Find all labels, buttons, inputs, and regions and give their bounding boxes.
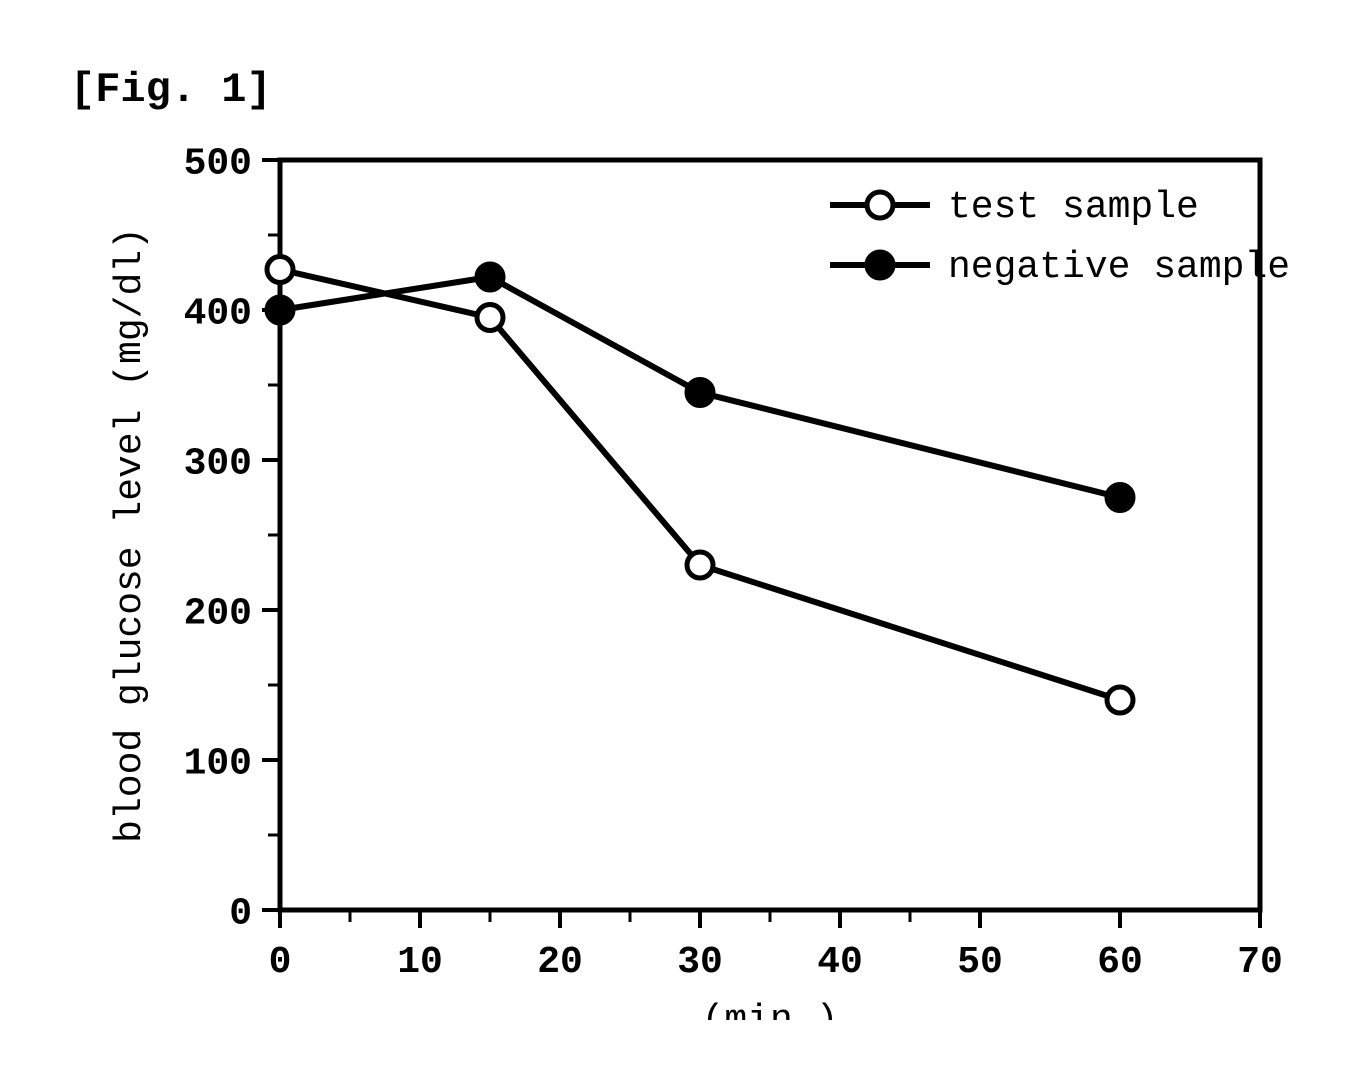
y-tick-label: 300 [184, 442, 252, 485]
y-tick-label: 100 [184, 742, 252, 785]
y-tick-label: 400 [184, 292, 252, 335]
x-tick-label: 0 [269, 941, 292, 984]
legend-label: negative sample [948, 246, 1290, 289]
blood-glucose-chart: 0 10 20 30 40 50 60 70 (min.) 0 100 200 300 400 500 blo… [110, 140, 1290, 1020]
series-line [498, 327, 691, 555]
legend-marker [867, 252, 893, 278]
x-tick-label: 10 [397, 941, 443, 984]
y-tick-label: 0 [229, 892, 252, 935]
legend-marker [867, 192, 893, 218]
series-marker [1107, 687, 1133, 713]
legend-label: test sample [948, 186, 1199, 229]
series-marker [477, 305, 503, 331]
y-tick-label: 200 [184, 592, 252, 635]
figure-caption: [Fig. 1] [70, 66, 272, 114]
series-marker [687, 552, 713, 578]
x-tick-label: 60 [1097, 941, 1143, 984]
series-marker [267, 257, 293, 283]
series-marker [1107, 485, 1133, 511]
series-marker [477, 264, 503, 290]
series-marker [687, 380, 713, 406]
series-line [501, 283, 688, 386]
series-line [293, 279, 477, 308]
x-tick-label: 50 [957, 941, 1003, 984]
x-tick-label: 70 [1237, 941, 1283, 984]
x-axis-label: (min.) [702, 999, 839, 1020]
y-axis-label: blood glucose level (mg/dl) [110, 227, 152, 843]
y-tick-label: 500 [184, 142, 252, 185]
x-tick-label: 40 [817, 941, 863, 984]
series-line [712, 569, 1107, 696]
series-marker [267, 297, 293, 323]
x-tick-label: 20 [537, 941, 583, 984]
x-tick-label: 30 [677, 941, 723, 984]
series-0 [293, 272, 1108, 696]
series-line [713, 396, 1108, 495]
